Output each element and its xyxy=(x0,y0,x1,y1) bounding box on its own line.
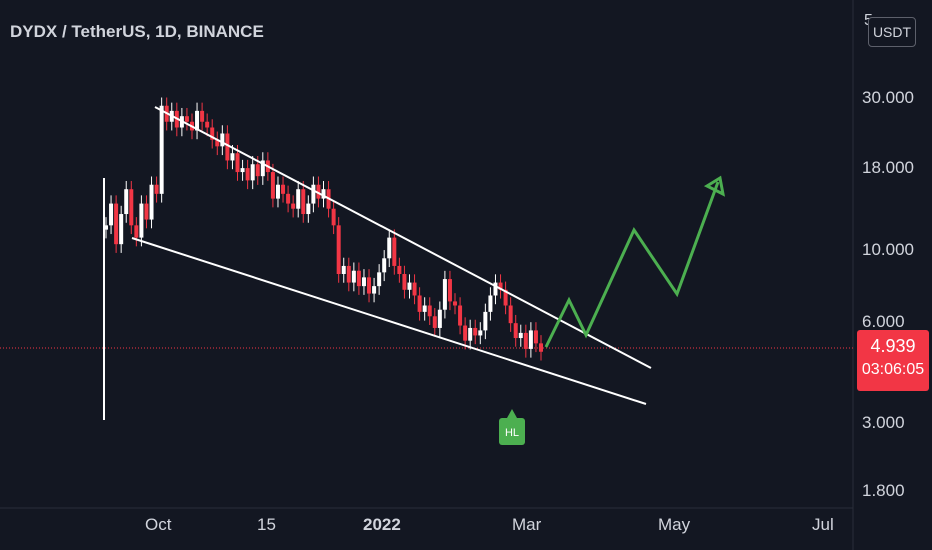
candle-body xyxy=(225,134,229,161)
x-tick-label: Mar xyxy=(512,515,542,534)
candle-body xyxy=(509,305,513,323)
candle-body xyxy=(534,330,538,343)
candle-body xyxy=(185,116,189,122)
candle-body xyxy=(276,185,280,199)
candle-body xyxy=(529,330,533,348)
symbol-title: DYDX / TetherUS, 1D, BINANCE xyxy=(10,22,264,42)
candle-body xyxy=(524,333,528,349)
x-tick-label: May xyxy=(658,515,691,534)
candle-body xyxy=(230,153,234,160)
candle-body xyxy=(160,106,164,194)
candle-body xyxy=(332,209,336,226)
y-axis: 30.000 18.000 10.000 6.000 3.000 1.800 xyxy=(862,88,914,500)
candle-body xyxy=(519,333,523,338)
x-tick-label: 15 xyxy=(257,515,276,534)
candle-body xyxy=(468,328,472,341)
candle-body xyxy=(306,204,310,214)
candle-body xyxy=(200,111,204,122)
candle-body xyxy=(155,185,159,194)
x-axis: Oct 15 2022 Mar May Jul xyxy=(145,515,834,534)
candle-body xyxy=(458,305,462,325)
candle-body xyxy=(413,283,417,296)
y-tick-label: 1.800 xyxy=(862,481,905,500)
candlestick-series xyxy=(104,98,543,361)
candle-body xyxy=(382,258,386,272)
projection-path[interactable] xyxy=(546,182,718,347)
candle-body xyxy=(423,305,427,311)
candle-body xyxy=(124,189,128,214)
candle-body xyxy=(407,283,411,290)
candle-body xyxy=(301,189,305,214)
candle-body xyxy=(357,271,361,286)
candle-body xyxy=(473,328,477,335)
x-tick-label: Oct xyxy=(145,515,172,534)
candle-body xyxy=(448,279,452,301)
y-tick-label: 3.000 xyxy=(862,413,905,432)
candle-body xyxy=(514,323,518,338)
candle-body xyxy=(362,277,366,286)
x-tick-label: Jul xyxy=(812,515,834,534)
candle-body xyxy=(144,204,148,220)
candle-body xyxy=(443,279,447,310)
candle-body xyxy=(271,172,275,199)
candle-body xyxy=(418,295,422,311)
y-tick-label: 30.000 xyxy=(862,88,914,107)
candle-body xyxy=(205,122,209,128)
candle-body xyxy=(488,295,492,311)
candle-body xyxy=(463,326,467,341)
candle-body xyxy=(478,330,482,335)
candle-body xyxy=(539,343,543,351)
candle-body xyxy=(139,204,143,238)
candle-body xyxy=(286,194,290,204)
candle-body xyxy=(337,225,341,274)
bar-countdown: 03:06:05 xyxy=(857,361,929,379)
hl-label: HL xyxy=(505,427,519,439)
last-price-value: 4.939 xyxy=(857,336,929,357)
candle-body xyxy=(129,189,133,225)
last-price-badge: 4.939 03:06:05 xyxy=(857,330,929,391)
candle-body xyxy=(220,134,224,147)
candle-body xyxy=(367,277,371,293)
candle-body xyxy=(291,204,295,209)
candle-body xyxy=(397,266,401,274)
candle-body xyxy=(402,274,406,290)
candle-body xyxy=(453,301,457,305)
y-tick-label: 6.000 xyxy=(862,312,905,331)
candle-body xyxy=(483,312,487,331)
candle-body xyxy=(241,168,245,172)
y-tick-label: 18.000 xyxy=(862,158,914,177)
candle-body xyxy=(246,168,250,180)
candle-body xyxy=(119,214,123,244)
candle-body xyxy=(428,305,432,316)
candle-body xyxy=(387,238,391,259)
candle-body xyxy=(433,316,437,328)
y-tick-label: 10.000 xyxy=(862,240,914,259)
candle-body xyxy=(150,185,154,220)
candle-body xyxy=(392,238,396,266)
candle-body xyxy=(377,272,381,286)
candle-body xyxy=(372,286,376,293)
candle-body xyxy=(236,153,240,172)
candle-body xyxy=(438,310,442,328)
currency-button[interactable]: USDT xyxy=(868,17,916,47)
candle-body xyxy=(347,266,351,283)
candle-body xyxy=(134,225,138,237)
candle-body xyxy=(342,266,346,274)
candle-body xyxy=(109,204,113,226)
upper-trendline[interactable] xyxy=(155,107,651,368)
candle-body xyxy=(114,204,118,245)
candle-body xyxy=(281,185,285,194)
candle-body xyxy=(256,164,260,176)
candle-body xyxy=(296,189,300,208)
candle-body xyxy=(311,185,315,204)
x-tick-label: 2022 xyxy=(363,515,401,534)
candle-body xyxy=(352,271,356,283)
candle-body xyxy=(251,164,255,180)
hl-marker[interactable]: HL xyxy=(499,409,525,445)
